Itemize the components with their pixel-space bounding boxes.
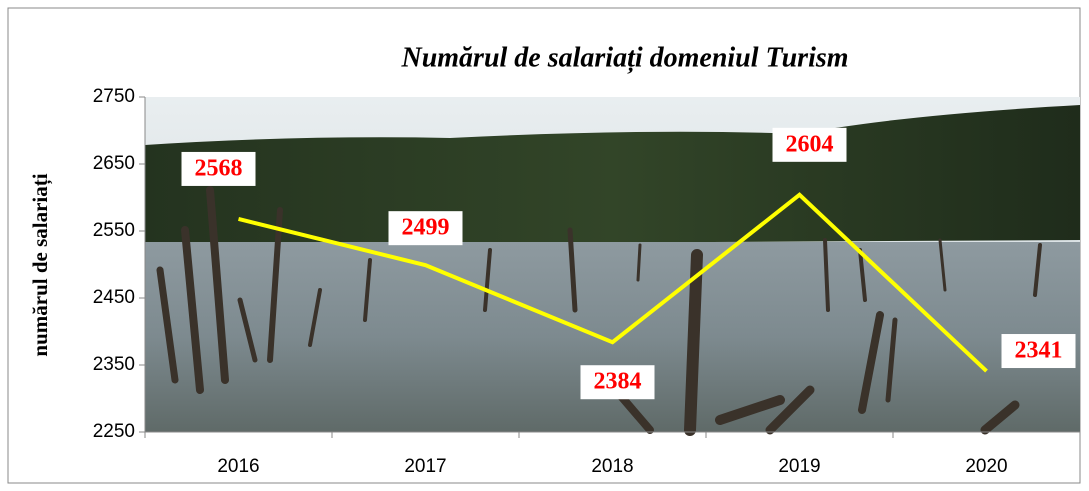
y-tick-label: 2350 bbox=[93, 354, 135, 375]
y-tick-label: 2750 bbox=[93, 86, 135, 107]
data-label-box bbox=[1001, 334, 1076, 369]
data-label: 2384 bbox=[594, 369, 642, 395]
x-tick-label: 2016 bbox=[217, 456, 259, 477]
x-tick-label: 2020 bbox=[965, 456, 1007, 477]
data-label-box bbox=[181, 151, 256, 186]
y-tick-label: 2650 bbox=[93, 153, 135, 174]
x-tick-label: 2017 bbox=[404, 456, 446, 477]
x-tick-label: 2018 bbox=[591, 456, 633, 477]
data-label-box bbox=[580, 365, 655, 400]
chart-title: Numărul de salariați domeniul Turism bbox=[400, 42, 848, 73]
y-axis-title: numărul de salariați bbox=[28, 173, 53, 356]
y-tick-label: 2550 bbox=[93, 220, 135, 241]
data-label-box bbox=[388, 211, 463, 246]
x-tick-label: 2019 bbox=[778, 456, 820, 477]
data-label: 2568 bbox=[195, 155, 243, 181]
data-label-box bbox=[772, 127, 847, 162]
line bbox=[238, 192, 988, 373]
data-label: 2604 bbox=[786, 131, 834, 157]
y-tick-label: 2250 bbox=[93, 421, 135, 442]
data-label: 2499 bbox=[402, 215, 450, 241]
y-tick-label: 2450 bbox=[93, 287, 135, 308]
data-label: 2341 bbox=[1015, 338, 1063, 364]
